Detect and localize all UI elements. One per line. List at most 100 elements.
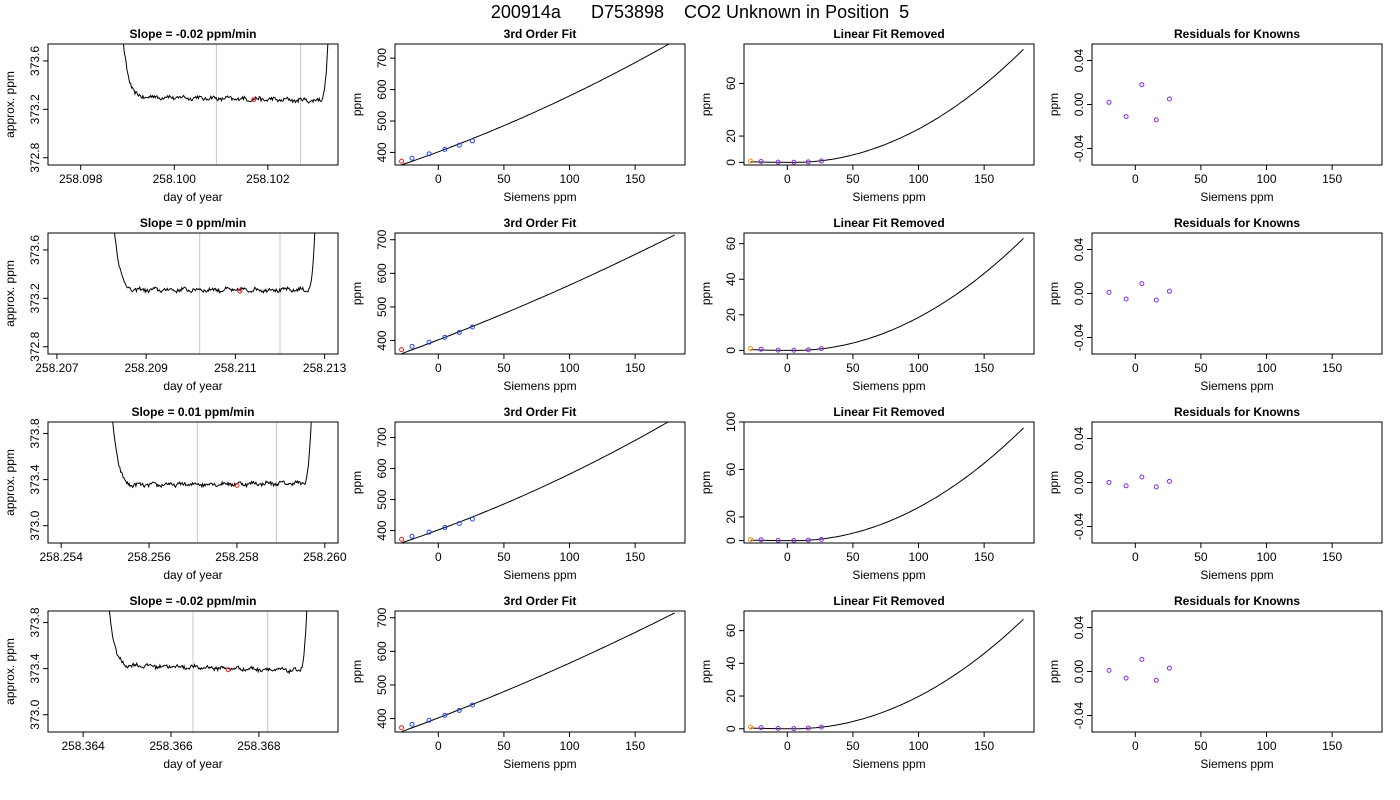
y-axis-label: ppm: [350, 471, 364, 494]
residual-point: [1166, 96, 1172, 102]
panel-frame: [1091, 421, 1383, 544]
panel-r1-c3: Linear Fit Removed Siemens ppm ppm 0 50 100 15…: [699, 27, 1035, 204]
x-tick-label: 258.368: [237, 739, 281, 753]
y-axis-label: ppm: [699, 93, 713, 116]
standard-point: [791, 159, 797, 165]
x-tick-label: 150: [625, 550, 645, 564]
trace-line: [122, 44, 329, 104]
y-tick-label: 373.4: [28, 464, 42, 494]
x-tick-label: 50: [497, 172, 511, 186]
y-tick-label: 40: [724, 272, 738, 286]
panel-plot-area: [399, 234, 675, 354]
x-tick-label: 100: [909, 361, 929, 375]
panel-plot-area: [112, 422, 312, 543]
x-tick-label: 100: [1257, 361, 1277, 375]
standard-point: [818, 536, 824, 542]
y-tick-label: 0.00: [1072, 659, 1086, 683]
panel-frame: [47, 43, 339, 166]
y-axis-label: ppm: [350, 660, 364, 683]
trace-line: [108, 611, 308, 675]
y-tick-label: 373.0: [28, 699, 42, 729]
x-tick-label: 258.207: [35, 361, 79, 375]
panel-r2-c1: Slope = 0 ppm/min day of year approx. ppm 2…: [3, 216, 347, 393]
y-axis-label: ppm: [699, 282, 713, 305]
y-tick-label: 400: [375, 708, 389, 728]
y-tick-label: 0: [724, 537, 738, 544]
panel-r2-c3: Linear Fit Removed Siemens ppm ppm 0 50 100 15…: [699, 216, 1035, 393]
x-tick-label: 100: [560, 172, 580, 186]
x-tick-label: 258.256: [127, 550, 171, 564]
y-tick-label: 500: [375, 675, 389, 695]
x-axis-label: Siemens ppm: [503, 190, 576, 204]
residual-point: [1153, 677, 1159, 683]
x-tick-label: 150: [1322, 172, 1342, 186]
standard-point: [469, 324, 475, 330]
panel-title: Residuals for Knowns: [1174, 405, 1300, 419]
x-tick-label: 50: [497, 550, 511, 564]
y-axis-label: ppm: [350, 282, 364, 305]
standard-point: [456, 520, 462, 526]
x-axis-label: day of year: [163, 379, 222, 393]
x-tick-label: 258.098: [59, 172, 103, 186]
sample-marker: [237, 288, 243, 294]
panel-title: 3rd Order Fit: [504, 405, 577, 419]
standard-point: [758, 158, 764, 164]
y-axis-label: approx. ppm: [3, 260, 17, 327]
residual-point: [1123, 483, 1129, 489]
panel-r4-c4: Residuals for Knowns Siemens ppm ppm 0 50 100…: [1047, 594, 1383, 771]
y-tick-label: 20: [724, 129, 738, 143]
fit-curve: [401, 422, 669, 543]
y-axis-label: ppm: [699, 471, 713, 494]
x-tick-label: 150: [974, 361, 994, 375]
y-tick-label: 0: [724, 725, 738, 732]
standard-point: [469, 138, 475, 144]
panel-frame: [1091, 232, 1383, 355]
x-tick-label: 258.366: [149, 739, 193, 753]
panel-title: Linear Fit Removed: [833, 216, 944, 230]
y-tick-label: 373.8: [28, 418, 42, 448]
standard-point: [442, 712, 448, 718]
x-tick-label: 50: [846, 172, 860, 186]
x-tick-label: 100: [560, 361, 580, 375]
panel-r3-c4: Residuals for Knowns Siemens ppm ppm 0 50 100…: [1047, 405, 1383, 582]
x-tick-label: 50: [1194, 739, 1208, 753]
x-tick-label: 100: [560, 550, 580, 564]
standard-point: [775, 725, 781, 731]
panel-plot-area: [108, 611, 308, 732]
y-tick-label: 600: [375, 79, 389, 99]
panel-frame: [47, 232, 339, 355]
y-tick-label: 0.04: [1072, 615, 1086, 639]
x-tick-label: 50: [497, 739, 511, 753]
x-tick-label: 0: [435, 172, 442, 186]
panel-title: Linear Fit Removed: [833, 405, 944, 419]
residual-point: [1123, 114, 1129, 120]
y-tick-label: 600: [375, 263, 389, 283]
x-tick-label: 100: [1257, 172, 1277, 186]
residual-point: [1153, 117, 1159, 123]
page-title: 200914a D753898 CO2 Unknown in Position …: [490, 2, 910, 22]
x-axis-label: Siemens ppm: [503, 757, 576, 771]
panel-frame: [394, 43, 686, 166]
y-axis-label: ppm: [699, 660, 713, 683]
y-tick-label: 0.00: [1072, 281, 1086, 305]
x-axis-label: Siemens ppm: [852, 190, 925, 204]
panel-title: Slope = 0 ppm/min: [140, 216, 246, 230]
x-tick-label: 258.258: [215, 550, 259, 564]
x-tick-label: 50: [1194, 550, 1208, 564]
x-tick-label: 258.102: [246, 172, 290, 186]
residual-point: [1139, 474, 1145, 480]
panel-title: 3rd Order Fit: [504, 27, 577, 41]
panel-title: 3rd Order Fit: [504, 594, 577, 608]
y-tick-label: 400: [375, 142, 389, 162]
x-tick-label: 150: [625, 361, 645, 375]
x-tick-label: 150: [974, 739, 994, 753]
residual-point: [1123, 296, 1129, 302]
panel-title: Linear Fit Removed: [833, 594, 944, 608]
y-tick-label: 0: [724, 159, 738, 166]
y-axis-label: approx. ppm: [3, 71, 17, 138]
trace-line: [114, 233, 316, 294]
y-tick-label: -0.04: [1072, 702, 1086, 730]
unknown-point: [748, 346, 754, 352]
y-tick-label: 20: [724, 510, 738, 524]
